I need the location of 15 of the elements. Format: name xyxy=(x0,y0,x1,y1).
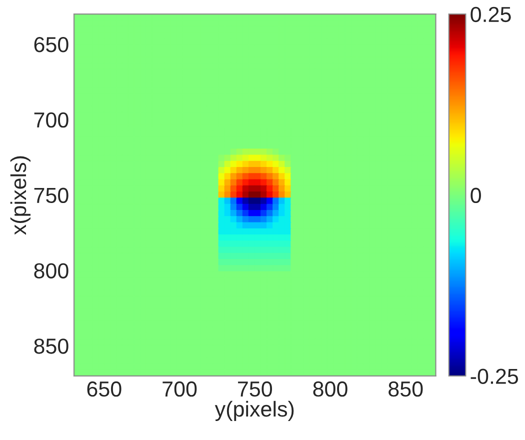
y-tick-label: 800 xyxy=(34,263,68,278)
x-tick-label: 800 xyxy=(313,381,348,397)
x-tick-label: 700 xyxy=(162,381,197,397)
y-tick-label: 650 xyxy=(34,37,68,52)
x-tick-label: 650 xyxy=(87,381,122,397)
x-tick-label: 850 xyxy=(388,381,423,397)
color-bar-label: 0 xyxy=(470,188,481,204)
y-axis-title: x(pixels) xyxy=(10,156,30,235)
y-tick-label: 700 xyxy=(34,112,68,128)
color-bar-label: 0.25 xyxy=(470,6,511,22)
color-bar-label: -0.25 xyxy=(470,368,518,384)
x-tick-label: 750 xyxy=(238,381,272,397)
x-axis-title: y(pixels) xyxy=(214,400,294,421)
y-tick-label: 750 xyxy=(34,188,68,204)
y-tick-label: 850 xyxy=(34,338,68,354)
